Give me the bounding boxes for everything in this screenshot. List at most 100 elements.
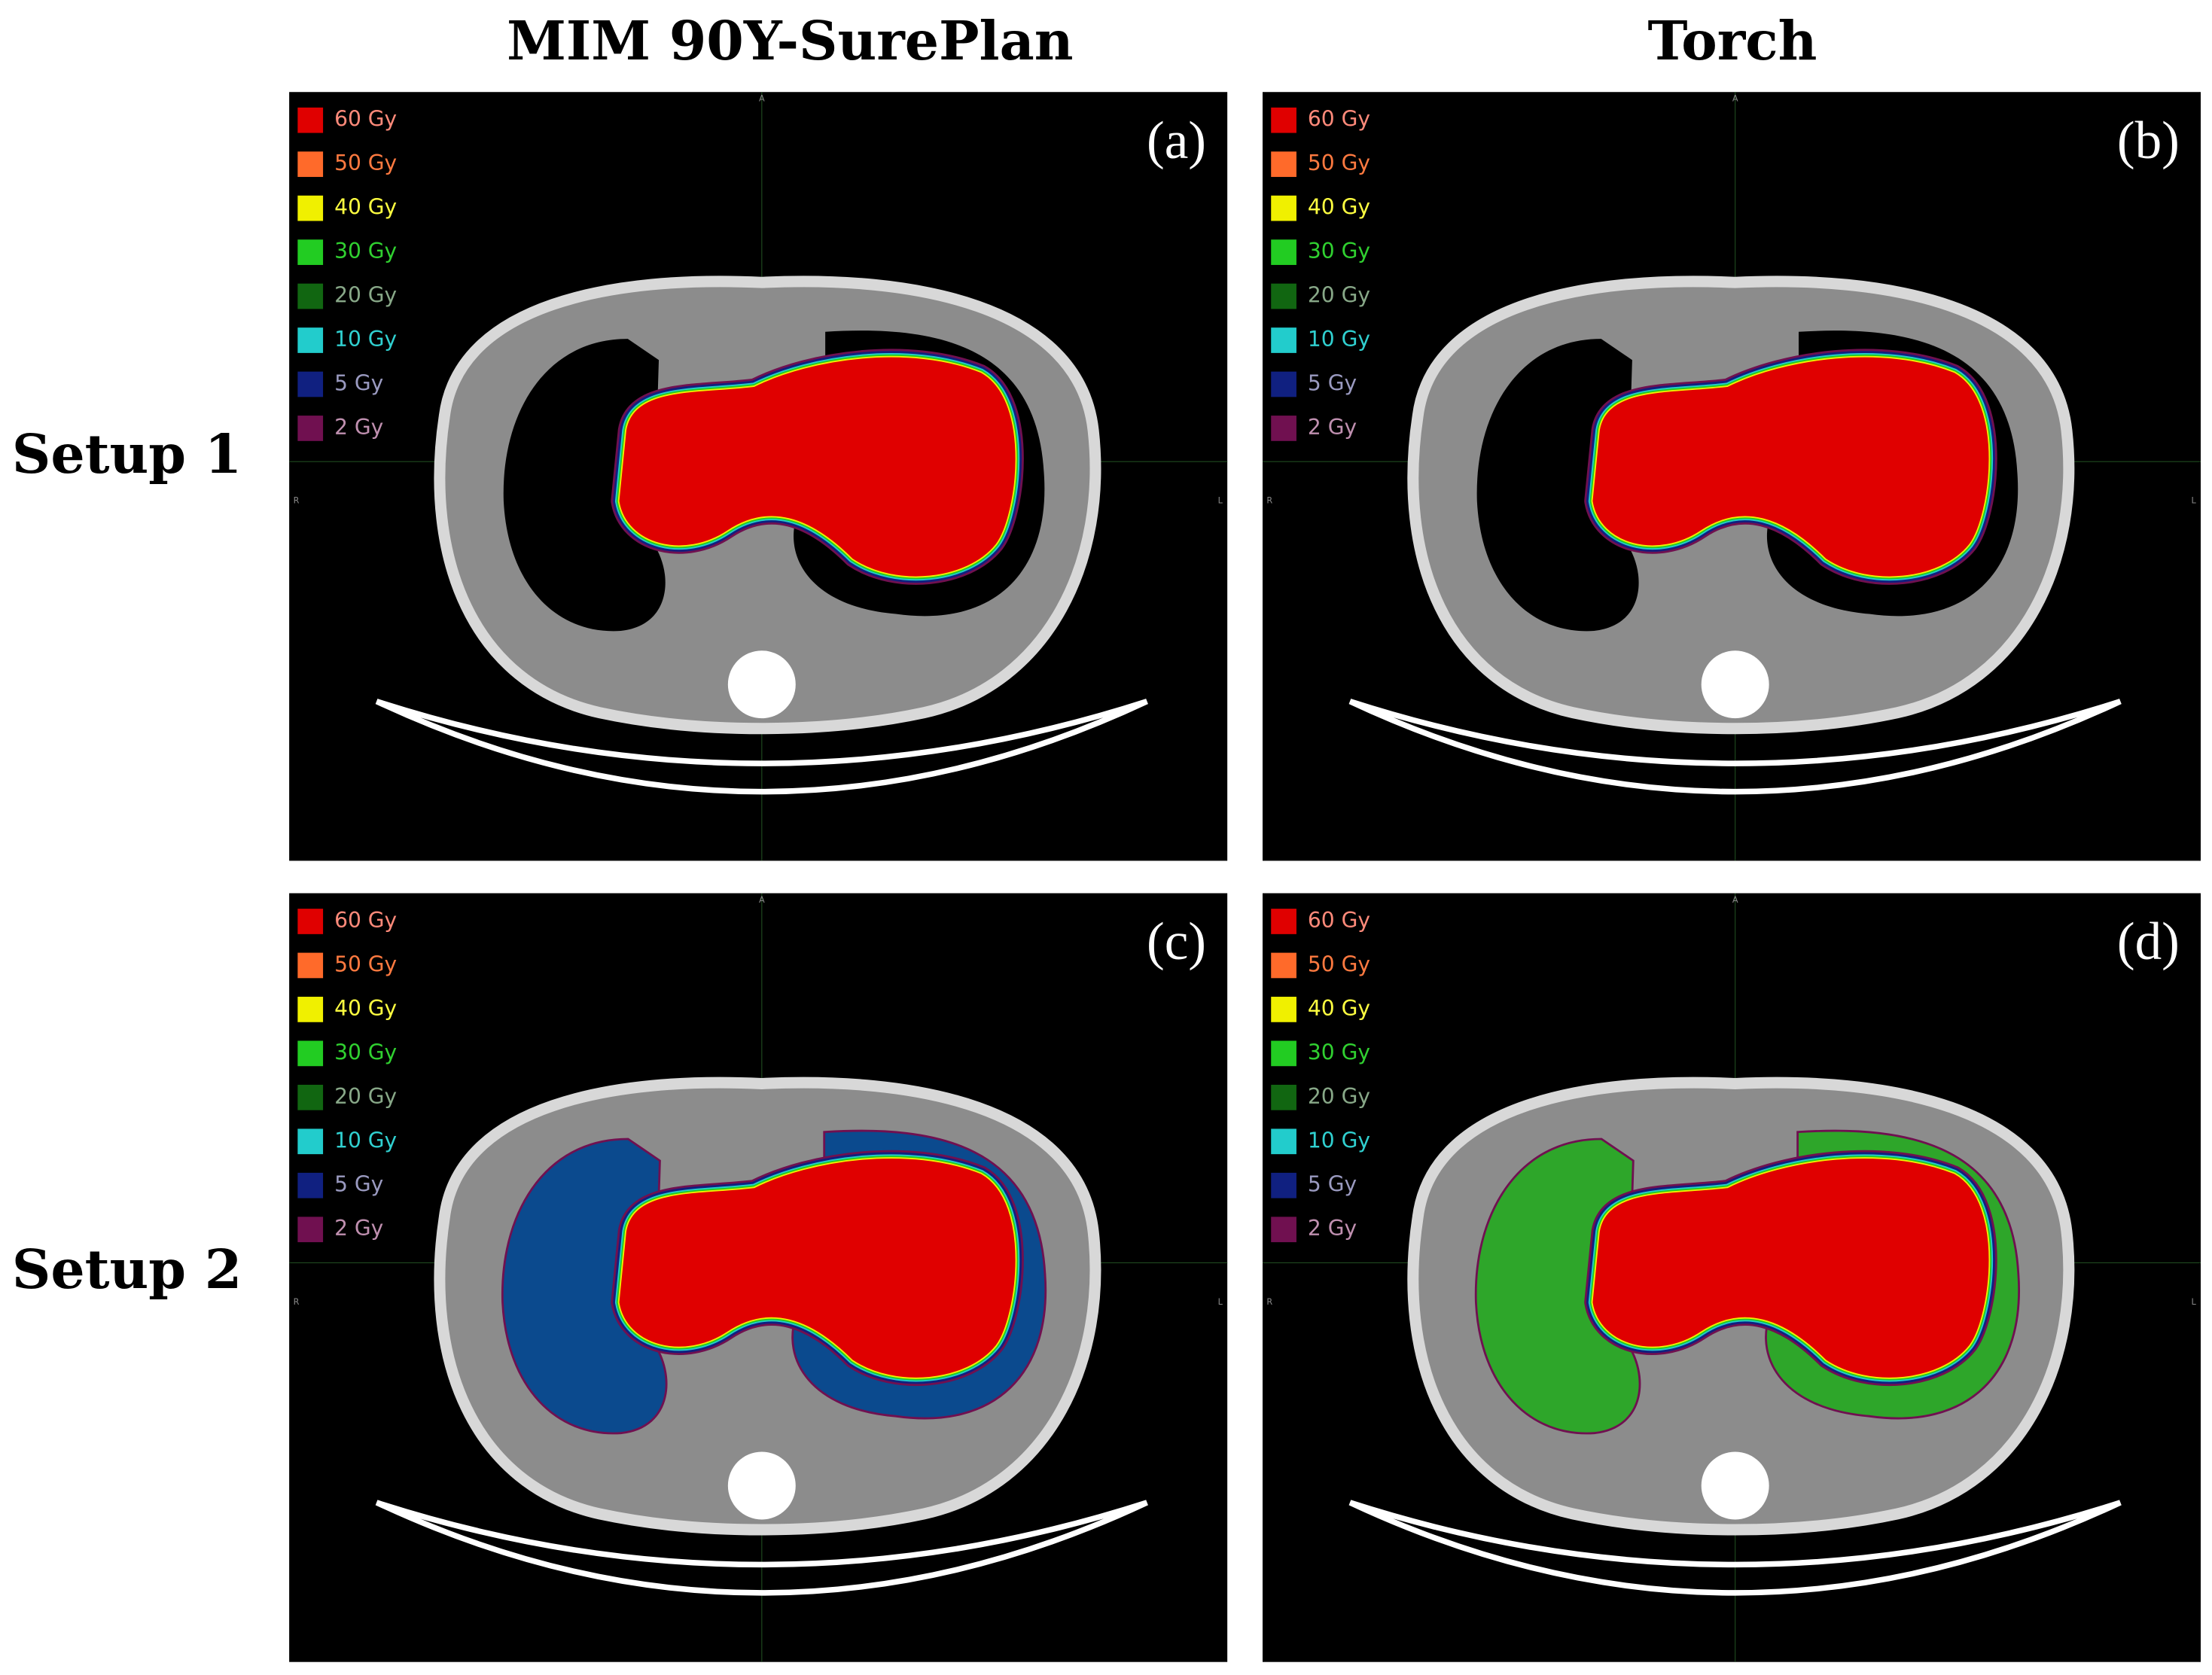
legend-swatch <box>297 952 324 979</box>
legend-label: 2 Gy <box>1308 1216 1357 1241</box>
isodose-60 <box>620 358 1014 575</box>
legend-label: 30 Gy <box>334 1040 397 1064</box>
legend-swatch <box>297 283 324 309</box>
orientation-marker: A <box>759 895 765 905</box>
legend-label: 60 Gy <box>1308 107 1370 132</box>
isodose-60 <box>1594 1159 1988 1376</box>
legend-label: 5 Gy <box>334 1172 383 1197</box>
legend-label: 30 Gy <box>1308 1040 1370 1064</box>
legend-swatch <box>1271 1040 1296 1067</box>
spine-rod <box>1701 650 1769 719</box>
panel-label: (a) <box>1147 111 1206 170</box>
legend-swatch <box>1271 952 1296 979</box>
column-header: Torch <box>1647 9 1817 72</box>
orientation-marker: L <box>1218 1297 1223 1307</box>
legend-swatch <box>1271 239 1296 265</box>
row-label: Setup 2 <box>12 1238 242 1301</box>
legend-label: 40 Gy <box>334 996 397 1021</box>
ct-panel: A R L (a) 60 Gy 50 Gy 40 Gy 30 Gy 20 Gy 10 Gy 5 Gy… <box>289 92 1228 861</box>
ct-panel: A R L (b) 60 Gy 50 Gy 40 Gy 30 Gy 20 Gy 10 Gy 5 Gy… <box>1262 92 2201 861</box>
legend-swatch <box>1271 997 1296 1022</box>
legend-swatch <box>1271 371 1296 397</box>
panel-label: (b) <box>2117 111 2180 170</box>
legend-swatch <box>1271 1084 1296 1110</box>
legend-swatch <box>297 997 324 1022</box>
spine-rod <box>727 650 796 719</box>
legend-label: 10 Gy <box>1308 327 1370 352</box>
legend-label: 10 Gy <box>334 1128 397 1153</box>
legend-label: 60 Gy <box>334 107 397 132</box>
legend-swatch <box>1271 283 1296 309</box>
orientation-marker: R <box>1266 496 1272 506</box>
legend-label: 30 Gy <box>1308 239 1370 263</box>
legend-swatch <box>297 1217 324 1243</box>
legend-label: 2 Gy <box>334 1216 383 1241</box>
orientation-marker: A <box>1732 94 1738 104</box>
legend-swatch <box>297 416 324 441</box>
legend-label: 60 Gy <box>1308 908 1370 933</box>
legend-swatch <box>297 1040 324 1067</box>
legend-swatch <box>297 107 324 133</box>
legend-swatch <box>1271 1217 1296 1243</box>
orientation-marker: A <box>1732 895 1738 905</box>
panel-label: (d) <box>2117 912 2180 971</box>
legend-swatch <box>297 151 324 178</box>
couch <box>1348 699 2122 795</box>
orientation-marker: R <box>294 496 300 506</box>
legend-swatch <box>297 327 324 353</box>
orientation-marker: L <box>2192 1297 2197 1307</box>
legend-label: 20 Gy <box>334 1084 397 1109</box>
orientation-marker: A <box>759 94 765 104</box>
ct-panel: A R L (c) 60 Gy 50 Gy 40 Gy 30 Gy 20 Gy 10 Gy 5 Gy… <box>289 893 1228 1662</box>
legend-swatch <box>297 195 324 221</box>
legend-swatch <box>297 1084 324 1110</box>
legend-label: 5 Gy <box>1308 1172 1357 1197</box>
isodose-60 <box>620 1159 1014 1376</box>
legend-swatch <box>297 1128 324 1155</box>
legend-label: 50 Gy <box>1308 952 1370 976</box>
orientation-marker: R <box>1266 1297 1272 1307</box>
isodose-60 <box>1594 358 1988 575</box>
legend-label: 20 Gy <box>1308 283 1370 308</box>
legend-swatch <box>297 1172 324 1198</box>
legend-label: 40 Gy <box>1308 996 1370 1021</box>
couch <box>375 699 1148 795</box>
legend-label: 30 Gy <box>334 239 397 263</box>
couch <box>375 1500 1148 1596</box>
legend-swatch <box>1271 1172 1296 1198</box>
legend-swatch <box>1271 909 1296 934</box>
legend-label: 40 Gy <box>1308 195 1370 220</box>
legend-swatch <box>1271 416 1296 441</box>
legend-label: 40 Gy <box>334 195 397 220</box>
legend-swatch <box>297 239 324 265</box>
legend-swatch <box>1271 151 1296 178</box>
legend-label: 5 Gy <box>334 370 383 395</box>
legend-label: 2 Gy <box>1308 415 1357 440</box>
legend-label: 50 Gy <box>334 151 397 175</box>
legend-label: 20 Gy <box>1308 1084 1370 1109</box>
legend-label: 50 Gy <box>334 952 397 976</box>
legend-swatch <box>1271 195 1296 221</box>
spine-rod <box>727 1451 796 1520</box>
legend-swatch <box>297 909 324 934</box>
legend-label: 2 Gy <box>334 415 383 440</box>
spine-rod <box>1701 1451 1769 1520</box>
legend-label: 50 Gy <box>1308 151 1370 175</box>
legend-swatch <box>1271 327 1296 353</box>
orientation-marker: L <box>1218 496 1223 506</box>
panel-label: (c) <box>1147 912 1206 971</box>
legend-label: 10 Gy <box>1308 1128 1370 1153</box>
legend-label: 10 Gy <box>334 327 397 352</box>
legend-swatch <box>1271 1128 1296 1155</box>
orientation-marker: L <box>2192 496 2197 506</box>
orientation-marker: R <box>294 1297 300 1307</box>
column-header: MIM 90Y-SurePlan <box>507 9 1073 72</box>
couch <box>1348 1500 2122 1596</box>
legend-swatch <box>297 371 324 397</box>
ct-panel: A R L (d) 60 Gy 50 Gy 40 Gy 30 Gy 20 Gy 10 Gy 5 Gy… <box>1262 893 2201 1662</box>
legend-swatch <box>1271 107 1296 133</box>
row-label: Setup 1 <box>12 422 242 486</box>
legend-label: 20 Gy <box>334 283 397 308</box>
